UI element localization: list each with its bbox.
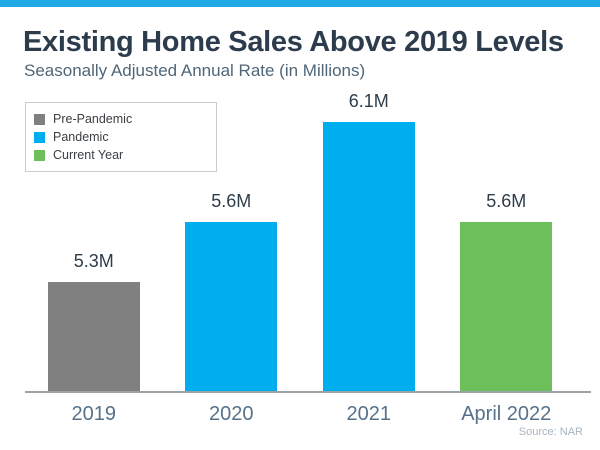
bar-slot: 6.1M xyxy=(300,91,438,392)
source-credit: Source: NAR xyxy=(518,426,583,438)
bar-value-label: 5.6M xyxy=(211,191,252,211)
bar-slot: 5.6M xyxy=(163,191,301,392)
legend-swatch-icon xyxy=(34,149,45,161)
legend-swatch-icon xyxy=(34,113,45,125)
accent-top-strip xyxy=(0,0,600,7)
bar-slot: 5.3M xyxy=(25,251,163,392)
chart-legend: Pre-Pandemic Pandemic Current Year xyxy=(25,102,217,172)
x-axis-label: 2021 xyxy=(346,403,392,425)
x-axis-labels: 2019 2020 2021 April 2022 xyxy=(25,403,575,426)
legend-label: Pandemic xyxy=(53,130,109,144)
bar-april-2022 xyxy=(460,222,553,392)
x-axis-line xyxy=(25,391,591,393)
legend-item: Pandemic xyxy=(34,130,208,144)
chart-subtitle: Seasonally Adjusted Annual Rate (in Mill… xyxy=(24,61,366,80)
bar-value-label: 5.3M xyxy=(73,251,114,271)
bar-2020 xyxy=(185,222,278,392)
bar-value-label: 6.1M xyxy=(348,91,389,111)
bar-2019 xyxy=(47,282,140,392)
bar-chart: 5.3M 5.6M 6.1M 5.6M xyxy=(25,91,575,392)
bar-value-label: 5.6M xyxy=(486,191,527,211)
legend-swatch-icon xyxy=(34,131,45,143)
x-axis-label: 2020 xyxy=(209,403,254,425)
legend-label: Pre-Pandemic xyxy=(53,112,133,126)
x-axis-label: April 2022 xyxy=(461,403,552,425)
legend-item: Pre-Pandemic xyxy=(34,112,208,126)
bar-slot: 5.6M xyxy=(438,191,576,392)
bar-2021 xyxy=(322,122,415,392)
x-axis-label: 2019 xyxy=(71,403,117,425)
chart-title: Existing Home Sales Above 2019 Levels xyxy=(23,26,564,58)
legend-label: Current Year xyxy=(53,148,124,162)
legend-item: Current Year xyxy=(34,148,208,162)
